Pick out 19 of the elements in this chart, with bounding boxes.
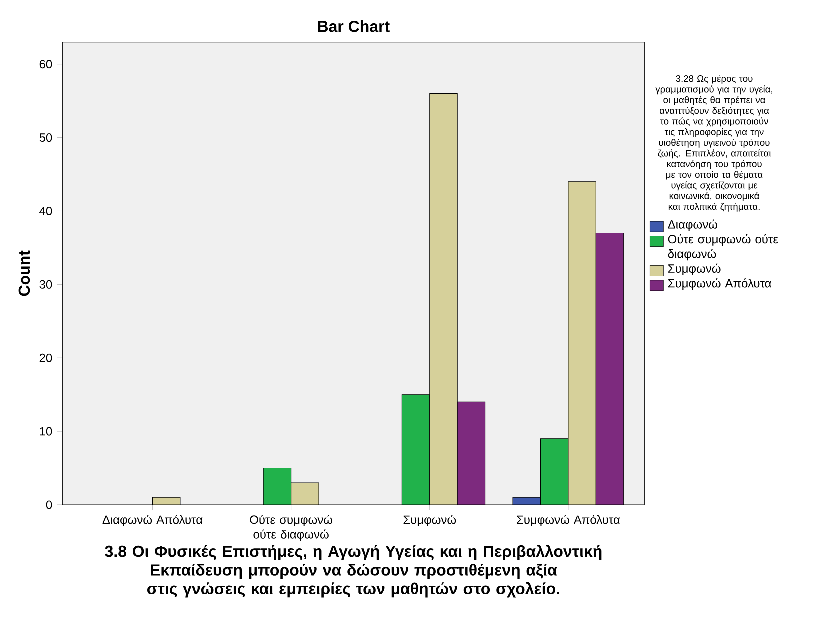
x-tick-label: Ούτε συμφωνώ ούτε διαφωνώ [250, 515, 333, 542]
chart-title: Bar Chart [318, 20, 390, 32]
y-axis-title: Count [18, 250, 30, 296]
legend-label: Συμφωνώ Απόλυτα [668, 278, 772, 290]
x-tick-label: Διαφωνώ Απόλυτα [102, 515, 203, 527]
y-tick-label: 10 [40, 427, 52, 436]
legend-label: Ούτε συμφωνώ ούτε διαφωνώ [668, 234, 778, 261]
x-tick-label: Συμφωνώ [404, 515, 456, 527]
legend-label: Συμφωνώ [668, 264, 721, 276]
y-tick-label: 0 [46, 500, 52, 510]
y-tick-label: 20 [40, 354, 52, 362]
y-tick-label: 30 [40, 280, 52, 289]
y-tick-label: 40 [40, 206, 52, 216]
y-tick-label: 60 [40, 60, 52, 69]
legend-label: Διαφωνώ [668, 220, 718, 232]
y-tick-label: 50 [40, 134, 52, 142]
x-axis-title: 3.8 Οι Φυσικές Επιστήμες, η Αγωγή Υγείας και η Περιβαλλοντική Εκπαίδευση μπορούν να δώσουν προστιθέμενη αξία στις γνώσεις και εμπειρίες των μαθητών στο σχολείο. [105, 545, 602, 598]
text: 3.28 Ως μέρος του γραμματισμού για την υγεία, οι μαθητές θα πρέπει να αναπτύξουν δεξιότητες για το πώς να χρησιμοποιούν τις πληροφορίες για την υιοθέτηση υγιεινού τρόπου ζωής. Επιπλέον, απαιτείται κατανόηση του τρόπου με τον οποίο τα θέματα υγείας σχετίζονται με κοινωνικά, οικονομικά και πολιτικά ζητήματα. [656, 74, 773, 212]
x-tick-label: Συμφωνώ Απόλυτα [517, 515, 620, 527]
